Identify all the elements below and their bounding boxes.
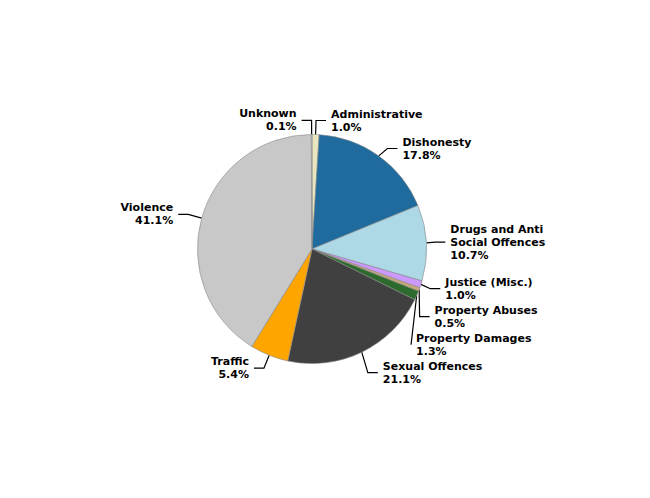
svg-text:Administrative: Administrative [331,108,423,121]
svg-text:1.3%: 1.3% [416,345,447,358]
svg-text:17.8%: 17.8% [402,149,440,162]
svg-text:Unknown: Unknown [239,107,296,120]
svg-text:0.5%: 0.5% [435,317,466,330]
svg-text:41.1%: 41.1% [135,214,173,227]
svg-text:21.1%: 21.1% [383,373,421,386]
svg-text:5.4%: 5.4% [218,368,249,381]
svg-text:0.1%: 0.1% [266,120,297,133]
svg-text:Traffic: Traffic [211,355,249,368]
svg-text:1.0%: 1.0% [445,289,476,302]
svg-text:Dishonesty: Dishonesty [402,136,471,149]
svg-text:Property Abuses: Property Abuses [435,304,538,317]
svg-text:Justice (Misc.): Justice (Misc.) [444,276,532,289]
svg-text:Violence: Violence [121,201,174,214]
svg-text:1.0%: 1.0% [331,121,362,134]
svg-text:Social Offences: Social Offences [450,236,545,249]
svg-text:Drugs and Anti: Drugs and Anti [450,223,543,236]
svg-text:10.7%: 10.7% [450,249,488,262]
svg-text:Property Damages: Property Damages [416,332,532,345]
svg-text:Sexual Offences: Sexual Offences [383,360,483,373]
